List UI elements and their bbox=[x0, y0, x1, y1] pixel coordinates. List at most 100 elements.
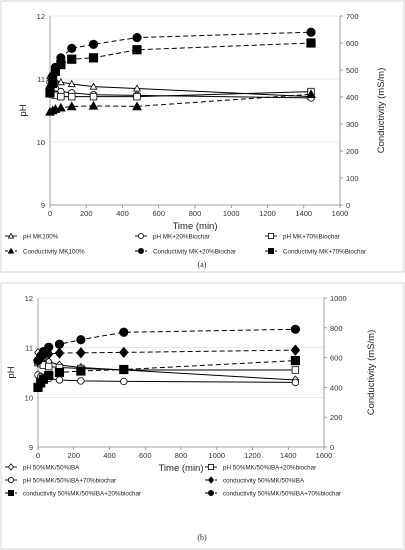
legend-entry: conductivity 50%MK/50%IBA bbox=[205, 476, 305, 484]
data-point bbox=[88, 100, 99, 110]
panel-border bbox=[0, 0, 405, 273]
data-point bbox=[56, 78, 65, 86]
series-4 bbox=[33, 355, 301, 393]
x-tick-label: 1400 bbox=[280, 451, 297, 460]
legend-marker bbox=[137, 247, 144, 254]
data-point bbox=[56, 60, 66, 70]
data-point bbox=[76, 366, 86, 376]
y2-tick-label: 700 bbox=[346, 12, 359, 21]
data-point bbox=[76, 347, 86, 359]
x-tick-label: 0 bbox=[48, 209, 52, 218]
series-4 bbox=[45, 27, 316, 94]
legend-entry: pH MK+70%Biochar bbox=[265, 232, 340, 240]
panel-caption: (b) bbox=[197, 533, 207, 542]
y2-tick-label: 300 bbox=[346, 120, 359, 129]
legend-marker bbox=[7, 232, 15, 239]
data-point bbox=[45, 88, 55, 98]
legend-label: conductivity 50%MK/50%IBA+70%biochar bbox=[223, 490, 341, 497]
series-line bbox=[37, 349, 296, 361]
x-tick-label: 1600 bbox=[316, 451, 333, 460]
data-point bbox=[54, 339, 65, 349]
legend-marker bbox=[207, 476, 215, 484]
data-point bbox=[50, 66, 61, 76]
y2-tick-label: 400 bbox=[330, 383, 343, 392]
panel-border bbox=[0, 282, 405, 550]
data-point bbox=[132, 32, 142, 43]
legend-entry: pH 50%MK/50%IBA+20%biochar bbox=[205, 463, 316, 471]
data-point bbox=[57, 92, 65, 101]
x-tick-label: 1000 bbox=[208, 451, 225, 460]
data-point bbox=[55, 102, 66, 112]
y2-tick-label: 200 bbox=[330, 413, 343, 422]
y2-axis-label: Conductivity (mS/m) bbox=[366, 330, 377, 416]
x-tick-label: 800 bbox=[175, 451, 188, 460]
data-point bbox=[54, 347, 65, 359]
series-5 bbox=[33, 324, 300, 366]
legend-label: conductivity 50%MK/50%IBA+20%biochar bbox=[23, 490, 141, 497]
y-tick-label: 11 bbox=[25, 344, 33, 353]
x-tick-label: 400 bbox=[103, 451, 116, 460]
data-point bbox=[66, 101, 77, 111]
legend-marker bbox=[7, 476, 14, 483]
legend-label: Conductivity MK100% bbox=[23, 248, 85, 255]
x-tick-label: 200 bbox=[80, 209, 93, 218]
legend-label: Conductivity MK+20%Biochar bbox=[153, 248, 236, 255]
y2-tick-label: 100 bbox=[346, 174, 359, 183]
x-tick-label: 0 bbox=[36, 451, 40, 460]
data-point bbox=[77, 377, 85, 385]
y2-tick-label: 800 bbox=[330, 324, 343, 333]
legend-marker bbox=[267, 247, 274, 254]
series-line bbox=[49, 31, 312, 90]
legend-entry: pH 50%MK/50%IBA+70%biochar bbox=[5, 476, 116, 484]
x-tick-label: 600 bbox=[152, 209, 165, 218]
data-point bbox=[44, 370, 54, 381]
y2-tick-label: 500 bbox=[346, 66, 359, 75]
y-tick-label: 9 bbox=[41, 201, 45, 210]
y2-tick-label: 0 bbox=[346, 201, 350, 210]
data-point bbox=[132, 101, 142, 111]
data-point bbox=[133, 92, 141, 101]
y-axis-label: pH bbox=[18, 104, 29, 116]
x-tick-label: 1400 bbox=[295, 209, 312, 218]
x-tick-label: 1000 bbox=[223, 209, 240, 218]
panel-caption: (a) bbox=[198, 260, 207, 269]
legend-label: pH MK+70%Biochar bbox=[283, 233, 340, 240]
data-point bbox=[89, 92, 98, 101]
y-tick-label: 11 bbox=[37, 75, 45, 84]
legend-entry: pH MK100% bbox=[5, 232, 59, 240]
data-point bbox=[88, 53, 99, 63]
legend-entry: Conductivity MK100% bbox=[5, 247, 85, 255]
y2-tick-label: 600 bbox=[346, 39, 359, 48]
data-point bbox=[119, 346, 129, 359]
data-point bbox=[290, 344, 301, 356]
data-point bbox=[306, 38, 316, 48]
x-axis-label: Time (min) bbox=[158, 463, 203, 474]
legend-label: pH 50%MK/50%IBA+20%biochar bbox=[223, 464, 316, 471]
y2-tick-label: 600 bbox=[330, 354, 343, 363]
legend-marker bbox=[7, 489, 14, 496]
legend-entry: pH MK+20%Biochar bbox=[135, 232, 210, 240]
y-axis-label: pH bbox=[6, 366, 17, 378]
legend-marker bbox=[137, 232, 144, 239]
x-axis-label: Time (min) bbox=[172, 221, 217, 232]
legend-label: Conductivity MK+70%Biochar bbox=[283, 248, 366, 255]
y2-tick-label: 1000 bbox=[330, 294, 347, 303]
x-tick-label: 800 bbox=[189, 209, 202, 218]
series-2 bbox=[34, 371, 300, 387]
data-point bbox=[133, 84, 141, 92]
x-tick-label: 600 bbox=[139, 451, 152, 460]
y2-tick-label: 0 bbox=[330, 443, 334, 452]
legend-marker bbox=[267, 232, 274, 239]
data-point bbox=[89, 82, 98, 90]
legend-label: pH MK100% bbox=[23, 233, 59, 240]
data-point bbox=[88, 39, 99, 49]
y-tick-label: 12 bbox=[37, 12, 45, 21]
legend-marker bbox=[7, 247, 15, 254]
legend-label: pH 50%MK/50%IBA bbox=[23, 464, 80, 471]
x-tick-label: 1600 bbox=[332, 209, 349, 218]
x-tick-label: 200 bbox=[67, 451, 80, 460]
series-line bbox=[49, 42, 312, 94]
data-point bbox=[119, 364, 129, 375]
data-point bbox=[76, 335, 86, 345]
